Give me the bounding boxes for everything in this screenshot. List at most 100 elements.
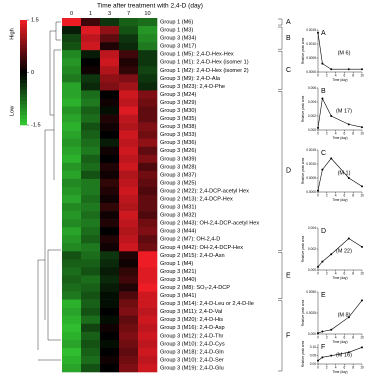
heat-cell (62, 154, 82, 164)
y-axis-label: Relative peak area (301, 299, 305, 326)
x-tick-label: 4 (335, 335, 337, 339)
heat-cell (100, 283, 120, 292)
heat-cell (100, 170, 120, 180)
heat-cell (81, 299, 101, 308)
heat-cell (119, 26, 139, 35)
x-tick-label: 8 (352, 365, 354, 369)
heat-cell (100, 90, 120, 99)
y-tick-label: 0.0015 (306, 148, 316, 152)
heat-cell (81, 114, 101, 123)
cluster-bracket (278, 252, 283, 299)
annotation: (M 1) (338, 171, 351, 177)
point (317, 189, 319, 192)
y-tick-label: 0.002 (308, 247, 316, 251)
colorbar-tick-label: -1.5 (31, 122, 41, 128)
heat-cell (138, 34, 158, 43)
point (321, 97, 324, 100)
heat-cell (81, 154, 101, 164)
column-label: 0 (70, 11, 73, 17)
row-label: Group 3 (M21) (160, 269, 197, 275)
heat-cell (138, 331, 158, 341)
heat-cell (119, 251, 139, 260)
row-label: Group 3 (M39) (160, 156, 197, 162)
cluster-bracket (278, 91, 283, 251)
colorbar-segment (20, 118, 27, 122)
heat-cell (100, 34, 120, 43)
heat-cell (62, 130, 82, 139)
colorbar-segment (20, 69, 27, 73)
heat-cell (100, 114, 120, 123)
heat-cell (119, 227, 139, 236)
x-tick-label: 2 (326, 335, 328, 339)
heat-cell (62, 219, 82, 228)
heat-cell (100, 74, 120, 83)
point (330, 253, 333, 256)
row-label: Group 1 (M5): 2,4-D-Hex-Hex (160, 52, 234, 58)
x-tick-label: 2 (326, 365, 328, 369)
y-tick-label: 0.0015 (306, 28, 316, 32)
heat-cell (138, 323, 158, 333)
row-label: Group 3 (M33) (160, 132, 197, 138)
x-tick-label: 0 (317, 193, 319, 197)
heat-cell (100, 42, 120, 51)
heat-cell (81, 74, 101, 83)
row-label: Group 3 (M41) (160, 293, 197, 299)
heat-cell (138, 267, 158, 276)
x-axis-label: Time (day) (332, 78, 347, 82)
cluster-label: A (286, 19, 291, 26)
colorbar-segment (20, 55, 27, 59)
heat-cell (81, 195, 101, 204)
heat-cell (138, 106, 158, 115)
heat-cell (119, 211, 139, 220)
colorbar-segment (20, 37, 27, 42)
row-label: Group 1 (M6) (160, 20, 193, 26)
x-tick-label: 2 (326, 73, 328, 77)
heat-cell (62, 195, 82, 204)
x-tick-label: 10 (360, 73, 364, 77)
heat-cell (138, 291, 158, 300)
heat-cell (138, 259, 158, 268)
heat-cell (62, 58, 82, 67)
point (321, 330, 324, 333)
row-label: Group 3 (M34) (160, 36, 197, 42)
row-label: Group 2 (M15): 2,4-D-Asn (160, 253, 225, 259)
y-tick-label: 0.004 (308, 100, 316, 104)
heat-cell (100, 66, 120, 75)
heat-cell (119, 170, 139, 180)
heat-cell (81, 50, 101, 59)
row-label: Group 3 (M29) (160, 100, 197, 106)
heat-cell (138, 235, 158, 244)
row-label: Group 3 (M24) (160, 92, 197, 98)
point (321, 356, 324, 359)
heat-cell (62, 267, 82, 276)
heat-cell (62, 66, 82, 75)
colorbar-segment (20, 51, 27, 56)
heat-cell (138, 307, 158, 316)
heat-cell (119, 34, 139, 43)
x-tick-label: 10 (360, 335, 364, 339)
x-tick-label: 0 (317, 271, 319, 275)
cluster-label: E (286, 272, 291, 279)
chart-title: Time after treatment with 2,4-D (day) (97, 3, 203, 10)
heat-cell (138, 243, 158, 252)
x-tick-label: 8 (352, 271, 354, 275)
point (347, 177, 350, 179)
heat-cell (138, 162, 158, 172)
heat-cell (138, 122, 158, 131)
y-axis-label: Relative peak area (301, 157, 305, 184)
row-label: Group 3 (M44) (160, 229, 197, 235)
heat-cell (81, 146, 101, 156)
heat-cell (62, 106, 82, 115)
heat-cell (100, 130, 120, 139)
cluster-bracket (278, 50, 283, 90)
x-axis-label: Time (day) (332, 198, 347, 202)
annotation: (M 17) (336, 109, 352, 115)
heat-cell (62, 122, 82, 131)
heat-cell (62, 235, 82, 244)
row-label: Group 2 (M8): SO₃-2,4-DCP (160, 285, 230, 291)
x-tick-label: 10 (360, 271, 364, 275)
heat-cell (81, 122, 101, 131)
row-label: Group 3 (M19): 2,4-D-Glu (160, 365, 224, 371)
heat-cell (119, 90, 139, 99)
heat-cell (100, 339, 120, 349)
